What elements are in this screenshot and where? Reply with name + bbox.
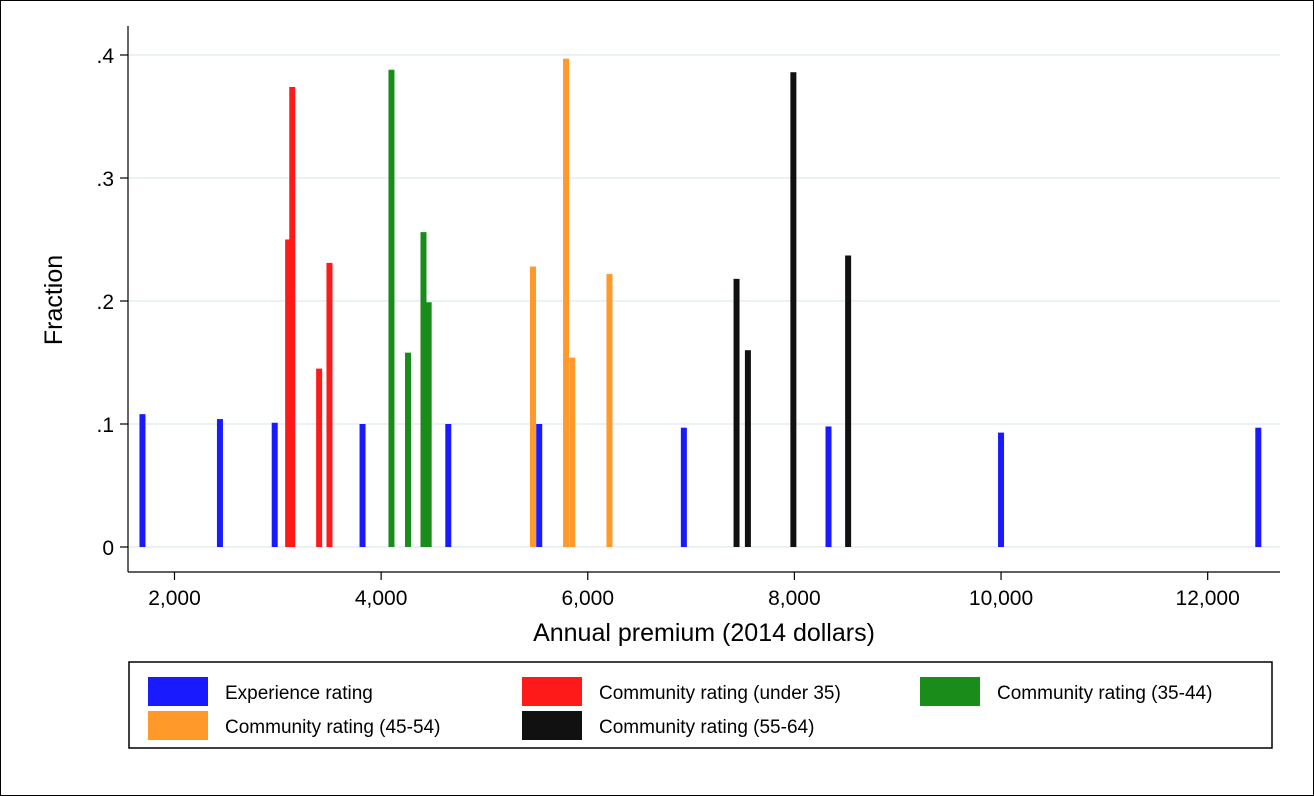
y-tick-label: .2 bbox=[96, 291, 114, 314]
y-tick-label: 0 bbox=[102, 537, 114, 560]
y-tick-label: .4 bbox=[96, 45, 114, 68]
bar bbox=[680, 427, 687, 547]
bar bbox=[1255, 427, 1262, 547]
bar bbox=[326, 262, 333, 547]
bar bbox=[289, 86, 296, 547]
legend-swatch bbox=[920, 677, 980, 706]
bar bbox=[404, 352, 411, 547]
legend-box bbox=[128, 661, 1273, 749]
x-tick-label: 4,000 bbox=[355, 587, 408, 610]
legend-swatch bbox=[522, 677, 582, 706]
y-axis-title: Fraction bbox=[40, 255, 68, 345]
bar bbox=[606, 273, 613, 547]
bar bbox=[271, 422, 278, 547]
bar bbox=[530, 266, 537, 547]
legend: Experience rating Community rating (under… bbox=[148, 677, 1212, 740]
bar bbox=[216, 419, 223, 547]
bar bbox=[569, 357, 576, 547]
bar bbox=[445, 424, 452, 547]
legend-label: Experience rating bbox=[225, 683, 373, 704]
legend-swatch bbox=[148, 711, 208, 740]
bar bbox=[285, 239, 292, 547]
bar bbox=[998, 432, 1005, 547]
x-axis-title: Annual premium (2014 dollars) bbox=[533, 619, 875, 647]
bar bbox=[563, 58, 570, 547]
plot-area bbox=[128, 26, 1280, 572]
bar bbox=[536, 424, 543, 547]
y-tick-label: .1 bbox=[96, 414, 114, 437]
bar bbox=[825, 426, 832, 547]
legend-swatch bbox=[522, 711, 582, 740]
x-tick-label: 6,000 bbox=[561, 587, 614, 610]
bar bbox=[733, 278, 740, 547]
bar bbox=[425, 302, 432, 547]
bar bbox=[388, 69, 395, 547]
legend-swatch bbox=[148, 677, 208, 706]
axes: 0 .1 .2 .3 .4 2,000 4,000 6,000 8,000 10,000 12,00… bbox=[96, 26, 1280, 610]
x-tick-label: 10,000 bbox=[969, 587, 1033, 610]
bars bbox=[139, 58, 1262, 548]
x-tick-label: 12,000 bbox=[1176, 587, 1240, 610]
legend-label: Community rating (55-64) bbox=[599, 717, 814, 738]
x-tick-label: 2,000 bbox=[148, 587, 201, 610]
bar bbox=[359, 424, 366, 547]
bar bbox=[744, 350, 751, 547]
bar bbox=[790, 72, 797, 547]
bar bbox=[316, 368, 323, 547]
legend-label: Community rating (35-44) bbox=[997, 683, 1212, 704]
legend-label: Community rating (under 35) bbox=[599, 683, 841, 704]
legend-label: Community rating (45-54) bbox=[225, 717, 440, 738]
bar bbox=[139, 414, 146, 547]
y-tick-label: .3 bbox=[96, 168, 114, 191]
x-tick-label: 8,000 bbox=[768, 587, 821, 610]
bar bbox=[845, 255, 852, 548]
bar bbox=[420, 232, 427, 547]
